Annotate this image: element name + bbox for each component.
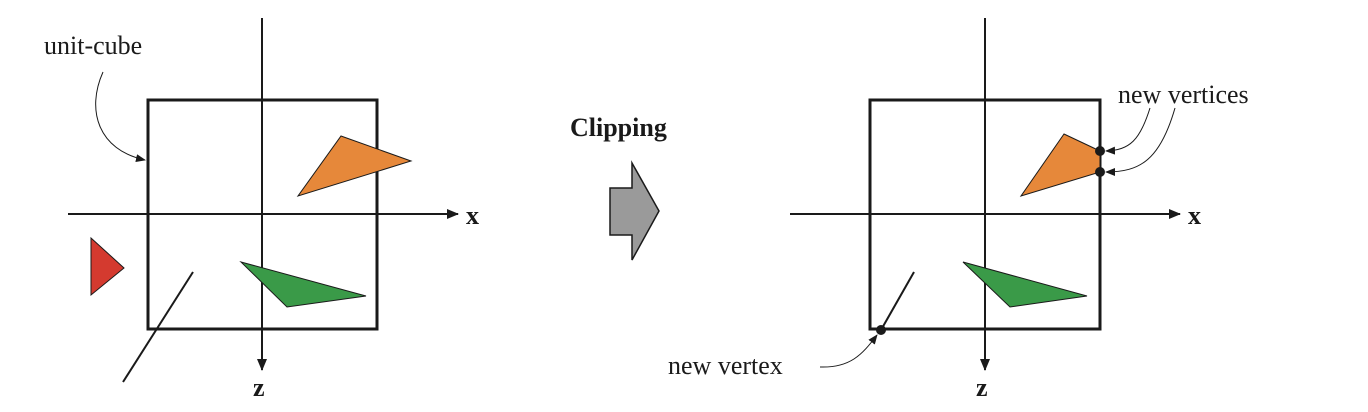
z-axis-label-left: z [253, 373, 265, 402]
x-axis-label-right: x [1188, 201, 1201, 230]
x-axis-label-left: x [466, 201, 479, 230]
unit-cube-right [868, 98, 1102, 331]
orange-triangle-left [296, 135, 413, 197]
green-triangle-right [962, 261, 1088, 308]
new-vertices-leader-lower [1105, 107, 1176, 176]
unit-cube-label: unit-cube [44, 31, 142, 60]
new-vertices-label: new vertices [1118, 80, 1249, 109]
new-vertex-dot-lower [1095, 167, 1105, 177]
before-clipping-panel: x z unit-cube [44, 18, 479, 402]
clipping-step: Clipping [570, 113, 667, 261]
red-triangle-left [90, 236, 125, 297]
line-segment-clipped [880, 271, 915, 331]
new-vertex-label: new vertex [668, 351, 783, 380]
orange-polygon-clipped [1019, 133, 1101, 197]
new-vertex-dot-upper [1095, 146, 1105, 156]
z-axis-label-right: z [976, 373, 988, 402]
new-vertex-leader [819, 334, 878, 368]
line-segment-left [122, 271, 194, 383]
after-clipping-panel: x z new vertices new vertex [668, 18, 1249, 402]
clipping-title: Clipping [570, 113, 667, 142]
new-vertex-dot-bottom [876, 325, 886, 335]
clipping-arrow [609, 160, 660, 261]
green-triangle-left [239, 261, 367, 308]
unit-cube-leader [95, 71, 146, 163]
unit-cube-left [146, 98, 379, 331]
new-vertices-leader-upper [1105, 107, 1151, 155]
